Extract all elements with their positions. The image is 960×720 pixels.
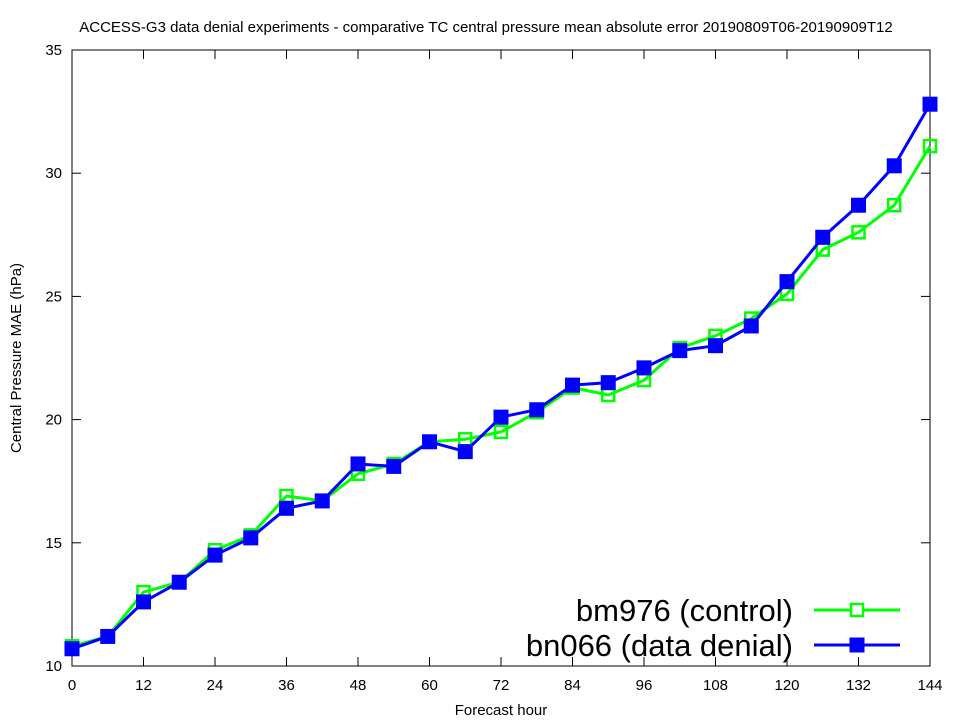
y-tick-label: 10: [45, 658, 62, 675]
x-tick-label: 144: [917, 677, 942, 694]
x-tick-label: 120: [774, 677, 799, 694]
legend-marker: [849, 637, 865, 653]
y-tick-label: 25: [45, 288, 62, 305]
data-point: [171, 574, 187, 590]
x-tick-label: 72: [493, 677, 510, 694]
data-point: [493, 424, 509, 440]
legend: bm976 (control)bn066 (data denial): [526, 593, 900, 663]
data-point: [743, 318, 759, 334]
data-point: [922, 138, 938, 154]
y-tick-label: 30: [45, 165, 62, 182]
data-point: [100, 628, 116, 644]
chart-title: ACCESS-G3 data denial experiments - comp…: [79, 19, 893, 36]
legend-label: bn066 (data denial): [526, 628, 793, 663]
plot-frame: [71, 49, 931, 667]
data-point: [672, 343, 688, 359]
legend-label: bm976 (control): [576, 593, 793, 628]
data-point: [493, 409, 509, 425]
series-line: [71, 103, 932, 651]
x-tick-label: 96: [636, 677, 653, 694]
data-point: [207, 547, 223, 563]
data-point: [887, 197, 902, 213]
data-point: [851, 225, 866, 240]
x-axis-label: Forecast hour: [455, 702, 548, 719]
x-tick-label: 0: [68, 677, 76, 694]
x-tick-label: 48: [350, 677, 367, 694]
axis-ticks: 0 12 24 36 48 60 72 84 96 108 120 132 144 10 15 20 25 30 3…: [45, 42, 942, 694]
data-point: [565, 377, 580, 393]
data-point: [636, 360, 652, 376]
x-tick-label: 36: [278, 677, 295, 694]
data-point: [815, 229, 831, 245]
data-point: [314, 493, 330, 509]
x-tick-label: 60: [421, 677, 438, 694]
data-point: [422, 434, 437, 450]
y-axis-label: Central Pressure MAE (hPa): [8, 263, 25, 453]
y-tick-label: 15: [45, 535, 62, 552]
x-tick-label: 84: [564, 677, 581, 694]
data-point: [779, 274, 795, 290]
data-point: [922, 96, 938, 112]
data-point: [136, 594, 151, 610]
data-point: [600, 375, 616, 391]
data-point: [243, 530, 259, 546]
data-point: [64, 641, 80, 657]
data-point: [708, 338, 723, 354]
data-point: [529, 402, 545, 418]
data-point: [851, 197, 866, 213]
series-line: [71, 145, 932, 648]
data-point: [350, 456, 366, 472]
y-tick-label: 35: [45, 42, 62, 59]
x-tick-label: 12: [135, 677, 152, 694]
data-point: [279, 500, 294, 516]
x-tick-label: 132: [846, 677, 871, 694]
x-tick-label: 24: [207, 677, 224, 694]
y-tick-label: 20: [45, 412, 62, 429]
legend-marker: [849, 602, 865, 618]
data-point: [457, 444, 473, 460]
data-point: [886, 158, 902, 174]
series-layer: [64, 96, 938, 657]
x-tick-label: 108: [703, 677, 728, 694]
data-point: [386, 458, 402, 474]
